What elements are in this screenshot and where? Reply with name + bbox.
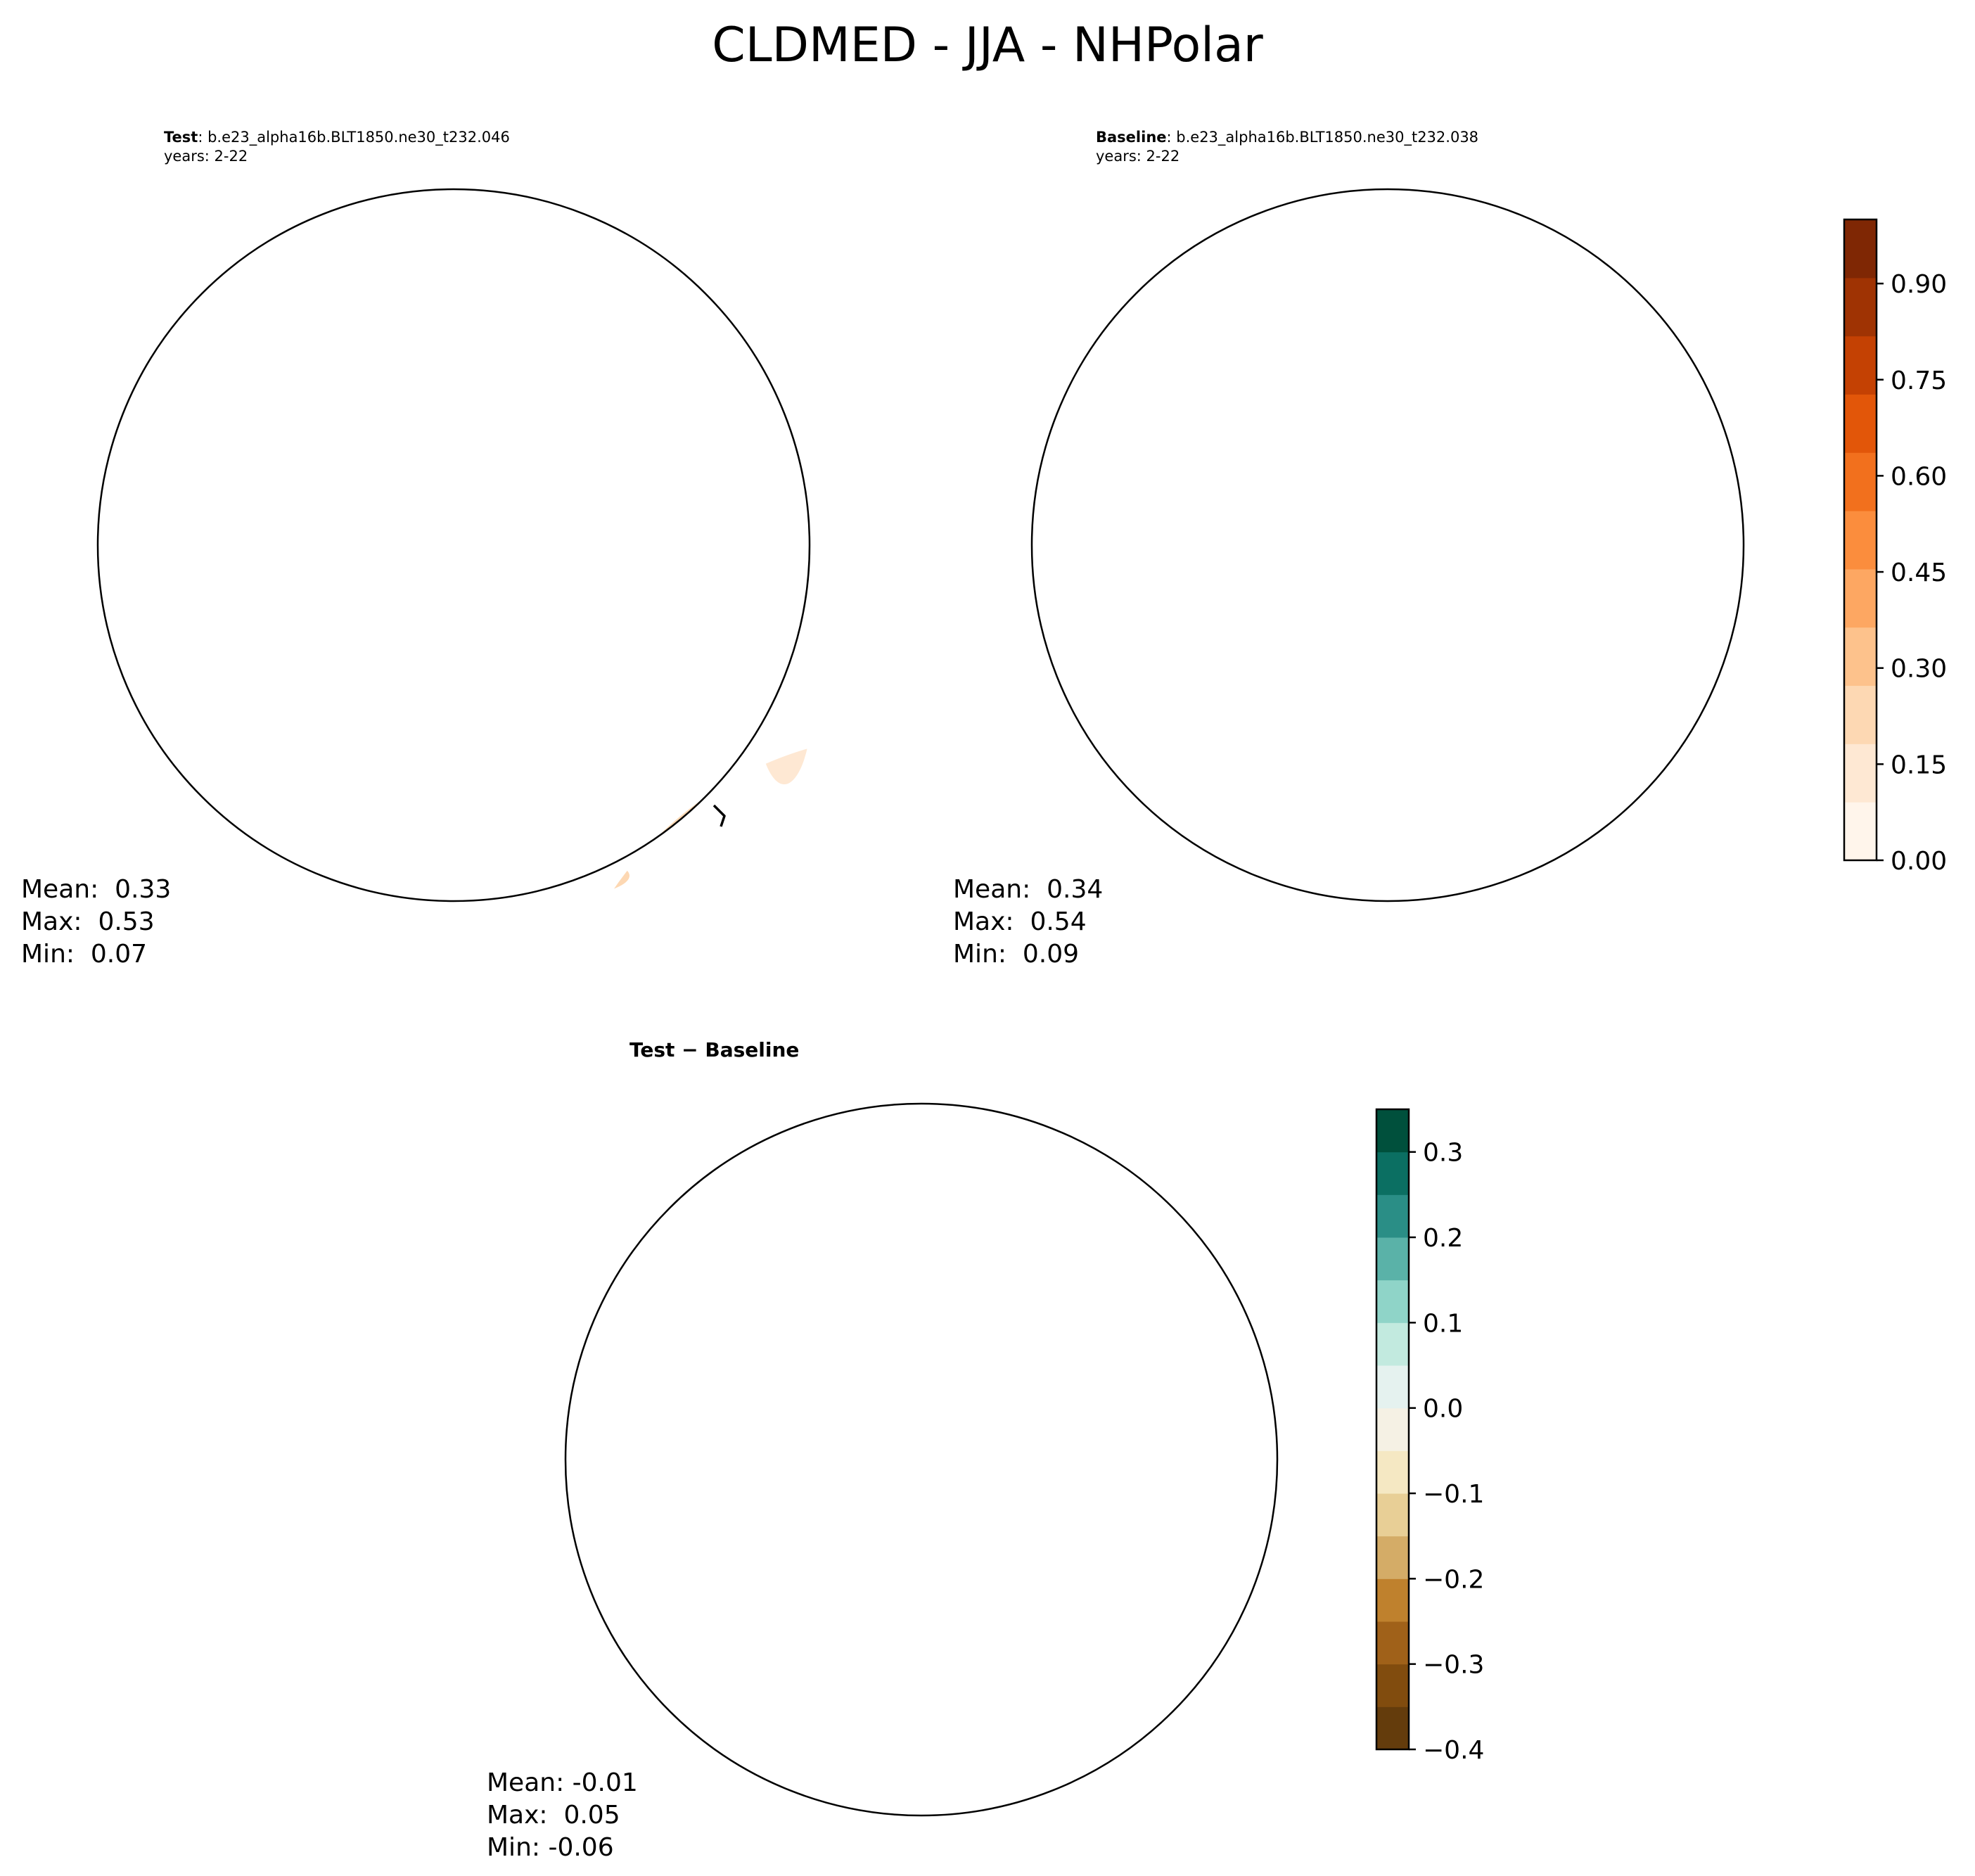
difference-colorbar-swatch — [1376, 1237, 1409, 1281]
test-case-name: : b.e23_alpha16b.BLT1850.ne30_t232.046 — [198, 129, 510, 146]
difference-colorbar-swatch — [1376, 1536, 1409, 1579]
difference-colorbar-swatch — [1376, 1194, 1409, 1238]
difference-colorbar-swatch — [1376, 1322, 1409, 1366]
main-colorbar-tick-label: 0.30 — [1891, 655, 1947, 684]
main-colorbar-swatch — [1844, 452, 1877, 511]
test-mean: Mean: 0.33 — [21, 875, 172, 904]
test-header: Test: b.e23_alpha16b.BLT1850.ne30_t232.0… — [164, 128, 510, 166]
main-colorbar-tick-label: 0.90 — [1891, 270, 1947, 299]
main-colorbar-swatch — [1844, 219, 1877, 279]
test-map — [96, 188, 812, 907]
difference-colorbar-tick-label: −0.3 — [1423, 1651, 1484, 1680]
difference-colorbar-swatch — [1376, 1280, 1409, 1323]
main-colorbar-tick-label: 0.45 — [1891, 559, 1947, 587]
main-colorbar-tick-label: 0.75 — [1891, 366, 1947, 395]
main-colorbar-frame — [1843, 218, 1878, 862]
difference-colorbar-frame — [1375, 1108, 1410, 1751]
baseline-min: Min: 0.09 — [953, 940, 1080, 969]
baseline-header: Baseline: b.e23_alpha16b.BLT1850.ne30_t2… — [1096, 128, 1478, 166]
difference-colorbar-swatch — [1376, 1578, 1409, 1622]
difference-mean: Mean: -0.01 — [487, 1768, 638, 1797]
main-colorbar-swatch — [1844, 394, 1877, 453]
test-max: Max: 0.53 — [21, 907, 155, 936]
main-colorbar-tick-label: 0.15 — [1891, 751, 1947, 779]
difference-colorbar-swatch — [1376, 1365, 1409, 1409]
difference-colorbar-swatch — [1376, 1151, 1409, 1195]
figure-title: CLDMED - JJA - NHPolar — [712, 18, 1263, 73]
main-colorbar-tick-label: 0.00 — [1891, 847, 1947, 876]
baseline-case-name: : b.e23_alpha16b.BLT1850.ne30_t232.038 — [1166, 129, 1479, 146]
difference-colorbar-swatch — [1376, 1109, 1409, 1153]
difference-colorbar-tick-label: −0.2 — [1423, 1565, 1484, 1594]
difference-colorbar-swatch — [1376, 1621, 1409, 1665]
main-colorbar-swatch — [1844, 802, 1877, 861]
difference-max: Max: 0.05 — [487, 1801, 620, 1830]
difference-colorbar-tick-label: 0.2 — [1423, 1224, 1463, 1253]
main-colorbar-swatch — [1844, 627, 1877, 687]
main-colorbar-swatch — [1844, 568, 1877, 628]
baseline-stats: Mean: 0.34 Max: 0.54 Min: 0.09 — [953, 874, 1103, 971]
test-min: Min: 0.07 — [21, 940, 148, 969]
test-label: Test — [164, 129, 198, 146]
difference-min: Min: -0.06 — [487, 1833, 614, 1862]
test-stats: Mean: 0.33 Max: 0.53 Min: 0.07 — [21, 874, 171, 971]
main-colorbar-tick-label: 0.60 — [1891, 462, 1947, 491]
difference-colorbar-tick-label: 0.3 — [1423, 1139, 1463, 1168]
baseline-label: Baseline — [1096, 129, 1167, 146]
main-colorbar-swatch — [1844, 744, 1877, 803]
difference-title: Test − Baseline — [629, 1038, 800, 1061]
baseline-mean: Mean: 0.34 — [953, 875, 1104, 904]
difference-colorbar-swatch — [1376, 1450, 1409, 1494]
difference-stats: Mean: -0.01 Max: 0.05 Min: -0.06 — [487, 1767, 638, 1864]
difference-colorbar-swatch — [1376, 1493, 1409, 1537]
difference-colorbar-tick-label: −0.4 — [1423, 1736, 1484, 1765]
difference-colorbar-swatch — [1376, 1664, 1409, 1707]
main-colorbar-swatch — [1844, 685, 1877, 744]
difference-colorbar-swatch — [1376, 1706, 1409, 1750]
main-colorbar-swatch — [1844, 511, 1877, 570]
baseline-map — [1030, 188, 1745, 902]
difference-colorbar-tick-label: −0.1 — [1423, 1480, 1484, 1509]
test-years: years: 2-22 — [164, 148, 248, 165]
difference-colorbar: −0.4 −0.3 −0.2 −0.1 0.0 0.1 0.2 0.3 — [1375, 1108, 1484, 1765]
main-colorbar: 0.00 0.15 0.30 0.45 0.60 0.75 0.90 — [1843, 218, 1947, 876]
baseline-max: Max: 0.54 — [953, 907, 1087, 936]
main-colorbar-swatch — [1844, 336, 1877, 395]
difference-colorbar-tick-label: 0.0 — [1423, 1395, 1463, 1424]
difference-map — [564, 1102, 1279, 1817]
difference-colorbar-swatch — [1376, 1408, 1409, 1451]
difference-colorbar-tick-label: 0.1 — [1423, 1309, 1463, 1338]
baseline-years: years: 2-22 — [1096, 148, 1180, 165]
main-colorbar-swatch — [1844, 277, 1877, 337]
